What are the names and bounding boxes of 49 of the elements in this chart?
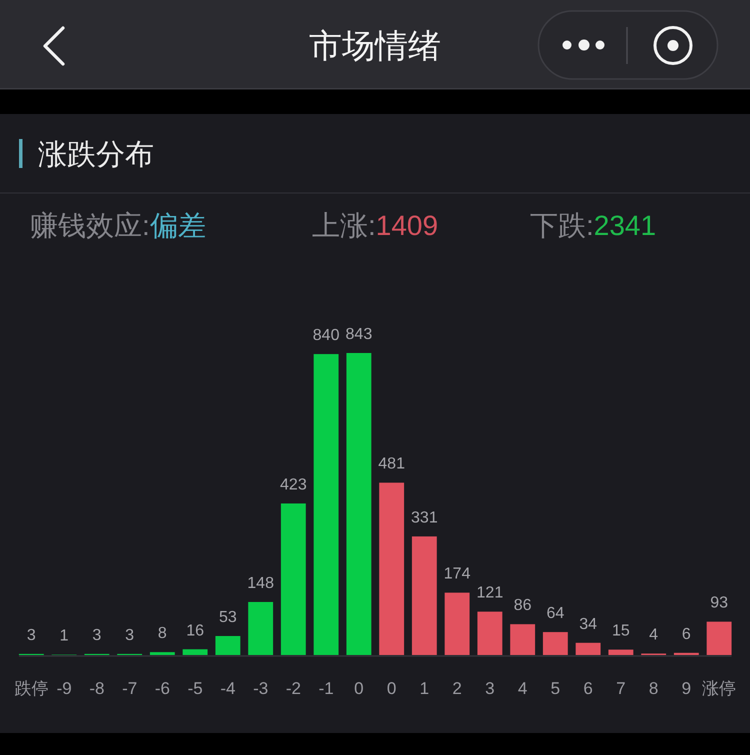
data-label: 481 (378, 456, 406, 473)
data-label: 3 (26, 626, 36, 644)
data-label: 843 (346, 326, 372, 343)
data-label: 16 (186, 622, 204, 640)
x-tick-label: -2 (286, 679, 301, 698)
x-tick-label: 7 (616, 679, 626, 698)
data-label: 53 (218, 609, 237, 626)
x-tick-label: 3 (485, 679, 495, 698)
x-tick-label: -8 (89, 679, 104, 698)
data-label: 15 (612, 622, 630, 640)
x-tick-label: 4 (518, 679, 528, 698)
x-tick-label: -3 (253, 679, 268, 698)
x-tick-label: 5 (550, 679, 560, 698)
data-label: 1 (60, 628, 69, 645)
data-label: 93 (710, 594, 728, 612)
data-label: 6 (682, 626, 691, 643)
data-label: 64 (546, 605, 564, 622)
data-label: 4 (649, 626, 658, 644)
chart-title: 市场情绪 (309, 27, 441, 64)
data-label: 840 (312, 327, 340, 344)
x-tick-label: 9 (682, 679, 692, 698)
x-tick-label: 6 (583, 679, 593, 698)
x-tick-label: -9 (56, 679, 72, 698)
data-label: 8 (158, 625, 167, 642)
text: 上涨:1409 (312, 210, 438, 241)
x-tick-label: 跌停 (14, 679, 48, 698)
x-tick-label: 0 (386, 679, 396, 698)
x-tick-label: 涨停 (702, 679, 736, 698)
chart-subtitle: 涨跌分布 (38, 139, 154, 171)
data-label: 148 (247, 574, 274, 592)
x-tick-label: -7 (122, 679, 138, 698)
x-tick-label: 1 (420, 679, 430, 698)
data-label: 34 (579, 616, 598, 633)
text: 下跌:2341 (530, 210, 656, 241)
text: 赚钱效应:偏差 (30, 210, 206, 241)
data-label: 3 (125, 626, 134, 644)
data-label: 174 (444, 566, 471, 583)
x-tick-label: -6 (154, 679, 170, 698)
x-tick-label: -1 (318, 679, 334, 698)
data-label: 423 (280, 476, 307, 494)
x-tick-label: 0 (354, 679, 364, 698)
data-label: 3 (92, 626, 102, 644)
x-tick-label: 2 (452, 679, 462, 698)
data-label: 121 (476, 584, 504, 602)
data-label: 86 (514, 597, 532, 614)
x-tick-label: -4 (220, 679, 236, 698)
x-tick-label: 8 (648, 679, 658, 698)
x-tick-label: -5 (188, 679, 203, 698)
data-label: 331 (411, 509, 438, 526)
